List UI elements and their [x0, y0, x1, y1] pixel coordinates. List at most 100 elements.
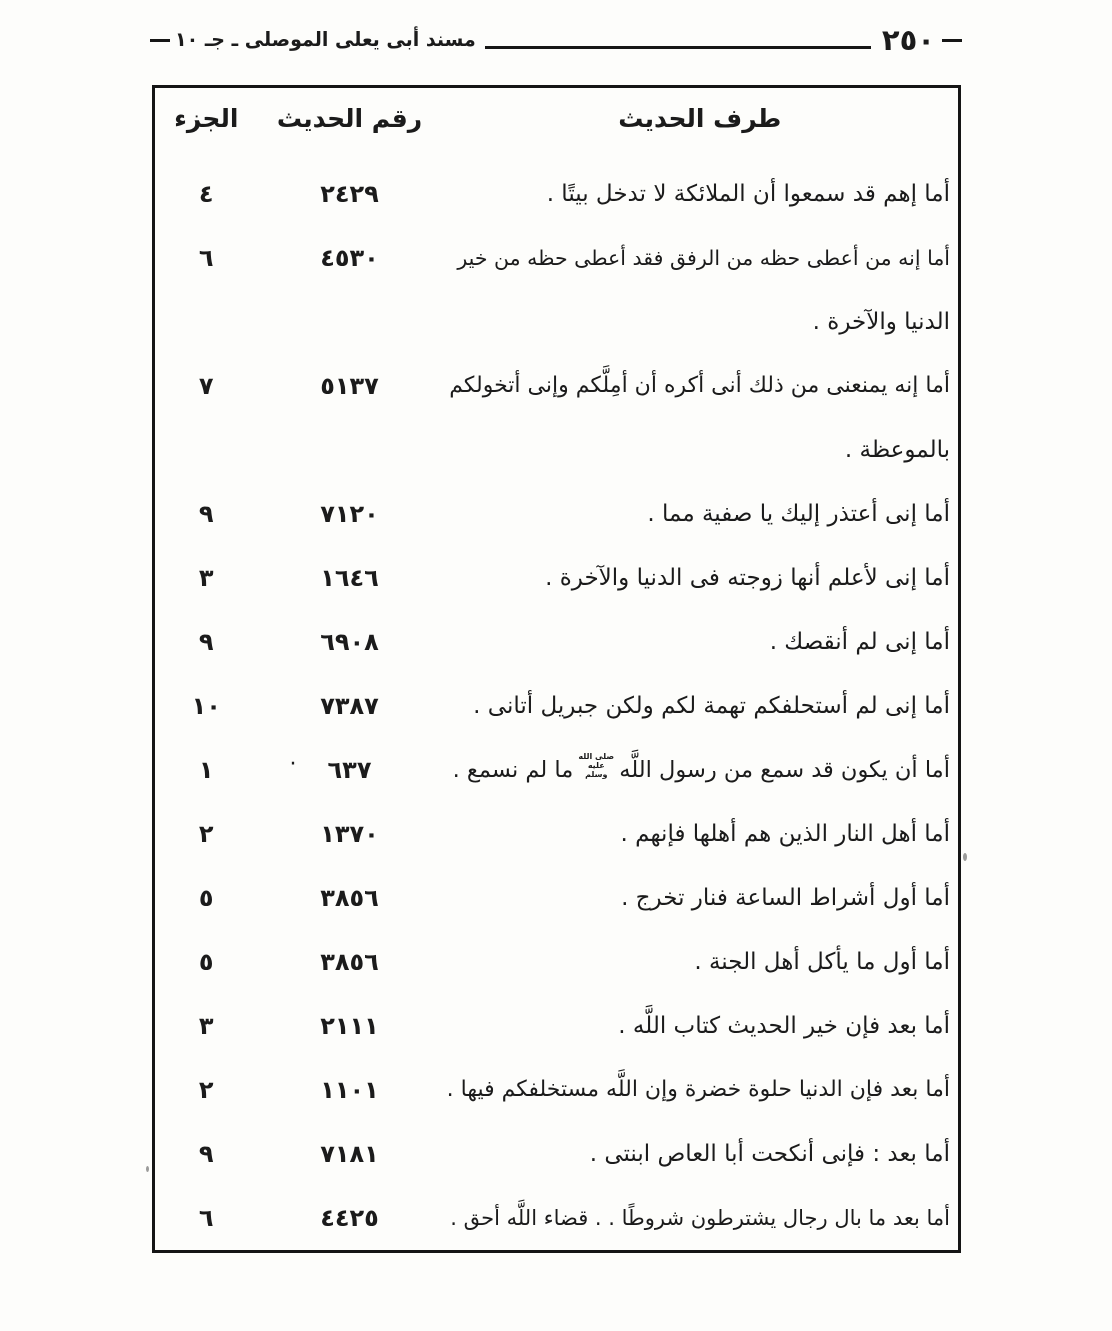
hadith-text-line: أما بعد فإن خير الحديث كتاب اللَّه .: [618, 1013, 950, 1039]
hadith-number: ١٦٤٦: [320, 564, 379, 592]
volume-cell: ٩: [198, 628, 214, 656]
hadith-text-line: أما إنى أعتذر إليك يا صفية مما .: [647, 501, 950, 527]
hadith-text-line: الدنيا والآخرة .: [812, 309, 950, 335]
hadith-text-line: أما إنى لم أنقصك .: [769, 629, 950, 655]
volume-cell: ٣: [198, 564, 214, 592]
hadith-text-cell: أما بعد فإن خير الحديث كتاب اللَّه .: [442, 994, 960, 1058]
table-body: أما إهم قد سمعوا أن الملائكة لا تدخل بيت…: [154, 149, 960, 1252]
header-right-dash: [942, 38, 962, 42]
hadith-text-line: أما إنه من أعطى حظه من الرفق فقد أعطى حظ…: [457, 246, 950, 270]
hadith-text-line: أما إنى لم أستحلفكم تهمة لكم ولكن جبريل …: [473, 693, 950, 719]
hadith-number-cell: ٦٣٧ ·: [258, 738, 442, 802]
hadith-number: ٤٥٣٠: [320, 244, 379, 272]
hadith-number-cell: ١٦٤٦: [258, 546, 442, 610]
column-header-hadith-number: رقم الحديث: [276, 104, 423, 133]
scan-speck: [963, 853, 967, 861]
scan-stray-dot: ·: [289, 752, 297, 777]
hadith-number-cell: ٦٩٠٨: [258, 610, 442, 674]
hadith-number-cell: ٢٤٢٩: [258, 149, 442, 226]
volume-cell: ١: [198, 756, 214, 784]
volume-cell: ٦: [198, 1204, 214, 1232]
volume-cell: ٩: [198, 1140, 214, 1168]
hadith-number-cell: ٥١٣٧: [258, 354, 442, 482]
hadith-number-cell: ٢١١١: [258, 994, 442, 1058]
column-header-volume: الجزء: [174, 104, 239, 133]
hadith-number: ٣٨٥٦: [320, 884, 379, 912]
hadith-number: ٤٤٢٥: [320, 1204, 379, 1232]
volume-cell: ٣: [198, 1012, 214, 1040]
hadith-number: ٧٣٨٧: [320, 692, 379, 720]
hadith-text-cell: أما أهل النار الذين هم أهلها فإنهم .: [442, 802, 960, 866]
volume-cell: ٤: [198, 180, 214, 208]
header-rule: [484, 45, 871, 49]
volume-cell: ١٠: [191, 692, 221, 720]
hadith-text-cell: أما إنه من أعطى حظه من الرفق فقد أعطى حظ…: [442, 226, 960, 354]
table-row: أما إهم قد سمعوا أن الملائكة لا تدخل بيت…: [154, 149, 960, 226]
hadith-text-cell: أما بعد فإن الدنيا حلوة خضرة وإن اللَّه …: [442, 1058, 960, 1122]
hadith-text-cell: أما بعد ما بال رجال يشترطون شروطًا . . ق…: [442, 1186, 960, 1252]
header-left-dash: [150, 38, 170, 42]
hadith-text-line: أما بعد فإن الدنيا حلوة خضرة وإن اللَّه …: [447, 1077, 951, 1102]
hadith-number: ٧١٢٠: [320, 500, 379, 528]
hadith-number: ٦٩٠٨: [320, 628, 379, 656]
hadith-text-cell: أما إنى أعتذر إليك يا صفية مما .: [442, 482, 960, 546]
hadith-number-cell: ٤٥٣٠: [258, 226, 442, 354]
hadith-number-cell: ٧١٢٠: [258, 482, 442, 546]
hadith-number: ٧١٨١: [320, 1140, 379, 1168]
table-row: أما إنه يمنعنى من ذلك أنى أكره أن أمِلَّ…: [154, 354, 960, 482]
hadith-number-cell: ٧١٨١: [258, 1122, 442, 1186]
column-header-hadith-text: طرف الحديث: [618, 104, 782, 133]
hadith-text-cell: أما إنى لأعلم أنها زوجته فى الدنيا والآخ…: [442, 546, 960, 610]
hadith-text-after: ما لم نسمع .: [452, 757, 574, 783]
table-row: أما إنى لم أستحلفكم تهمة لكم ولكن جبريل …: [154, 674, 960, 738]
table-row: أما بعد : فإنى أنكحت أبا العاص ابنتى . ٧١…: [154, 1122, 960, 1186]
hadith-number-cell: ٣٨٥٦: [258, 866, 442, 930]
hadith-text-cell: أما إهم قد سمعوا أن الملائكة لا تدخل بيت…: [442, 149, 960, 226]
volume-cell: ٧: [198, 372, 214, 400]
table-row: أما بعد ما بال رجال يشترطون شروطًا . . ق…: [154, 1186, 960, 1252]
hadith-number-cell: ٣٨٥٦: [258, 930, 442, 994]
table-row: أما إنى لم أنقصك . ٦٩٠٨ ٩: [154, 610, 960, 674]
table-row: أما إنى لأعلم أنها زوجته فى الدنيا والآخ…: [154, 546, 960, 610]
table-header: طرف الحديث رقم الحديث الجزء: [154, 87, 960, 150]
prophet-honorific-mark: صلى الله عليه وسلم: [578, 752, 615, 779]
hadith-text-line: أما إنه يمنعنى من ذلك أنى أكره أن أمِلَّ…: [449, 373, 950, 398]
table-row: أما إنه من أعطى حظه من الرفق فقد أعطى حظ…: [154, 226, 960, 354]
table-row: أما أول أشراط الساعة فنار تخرج . ٣٨٥٦ ٥: [154, 866, 960, 930]
hadith-number-cell: ١٣٧٠: [258, 802, 442, 866]
hadith-text-line: أما بعد : فإنى أنكحت أبا العاص ابنتى .: [589, 1141, 950, 1167]
table-row: أما إنى أعتذر إليك يا صفية مما . ٧١٢٠ ٩: [154, 482, 960, 546]
volume-cell: ٥: [198, 948, 214, 976]
page-number: ٢٥٠: [881, 23, 935, 57]
volume-cell: ٥: [198, 884, 214, 912]
hadith-text-cell: أما بعد : فإنى أنكحت أبا العاص ابنتى .: [442, 1122, 960, 1186]
hadith-text-line: أما إنى لأعلم أنها زوجته فى الدنيا والآخ…: [545, 565, 950, 591]
hadith-text-line: بالموعظة .: [844, 437, 950, 463]
hadith-text-cell: أما أول ما يأكل أهل الجنة .: [442, 930, 960, 994]
hadith-text-line: أما أن يكون قد سمع من رسول اللَّهصلى الل…: [448, 738, 950, 802]
hadith-text-cell: أما إنى لم أنقصك .: [442, 610, 960, 674]
table-row: أما أن يكون قد سمع من رسول اللَّهصلى الل…: [154, 738, 960, 802]
hadith-number: ٢٤٢٩: [320, 180, 379, 208]
hadith-text-before: أما أن يكون قد سمع من رسول اللَّه: [619, 757, 950, 783]
hadith-number: ١٣٧٠: [320, 820, 379, 848]
hadith-number: ٥١٣٧: [320, 372, 379, 400]
volume-cell: ٦: [198, 244, 214, 272]
scan-speck: [146, 1166, 149, 1172]
hadith-text-line: أما بعد ما بال رجال يشترطون شروطًا . . ق…: [450, 1206, 950, 1230]
hadith-number: ١١٠١: [320, 1076, 379, 1104]
hadith-number-cell: ٤٤٢٥: [258, 1186, 442, 1252]
table-row: أما أهل النار الذين هم أهلها فإنهم . ١٣٧٠…: [154, 802, 960, 866]
hadith-number-cell: ٧٣٨٧: [258, 674, 442, 738]
hadith-text-line: أما أول أشراط الساعة فنار تخرج .: [621, 885, 950, 911]
volume-cell: ٢: [198, 820, 214, 848]
hadith-number: ٢١١١: [320, 1012, 379, 1040]
volume-cell: ٩: [198, 500, 214, 528]
hadith-text-line: أما أهل النار الذين هم أهلها فإنهم .: [620, 821, 950, 847]
volume-cell: ٢: [198, 1076, 214, 1104]
table-row: أما بعد فإن خير الحديث كتاب اللَّه . ٢١١١…: [154, 994, 960, 1058]
hadith-number: ٣٨٥٦: [320, 948, 379, 976]
table-row: أما أول ما يأكل أهل الجنة . ٣٨٥٦ ٥: [154, 930, 960, 994]
hadith-text-cell: أما أول أشراط الساعة فنار تخرج .: [442, 866, 960, 930]
